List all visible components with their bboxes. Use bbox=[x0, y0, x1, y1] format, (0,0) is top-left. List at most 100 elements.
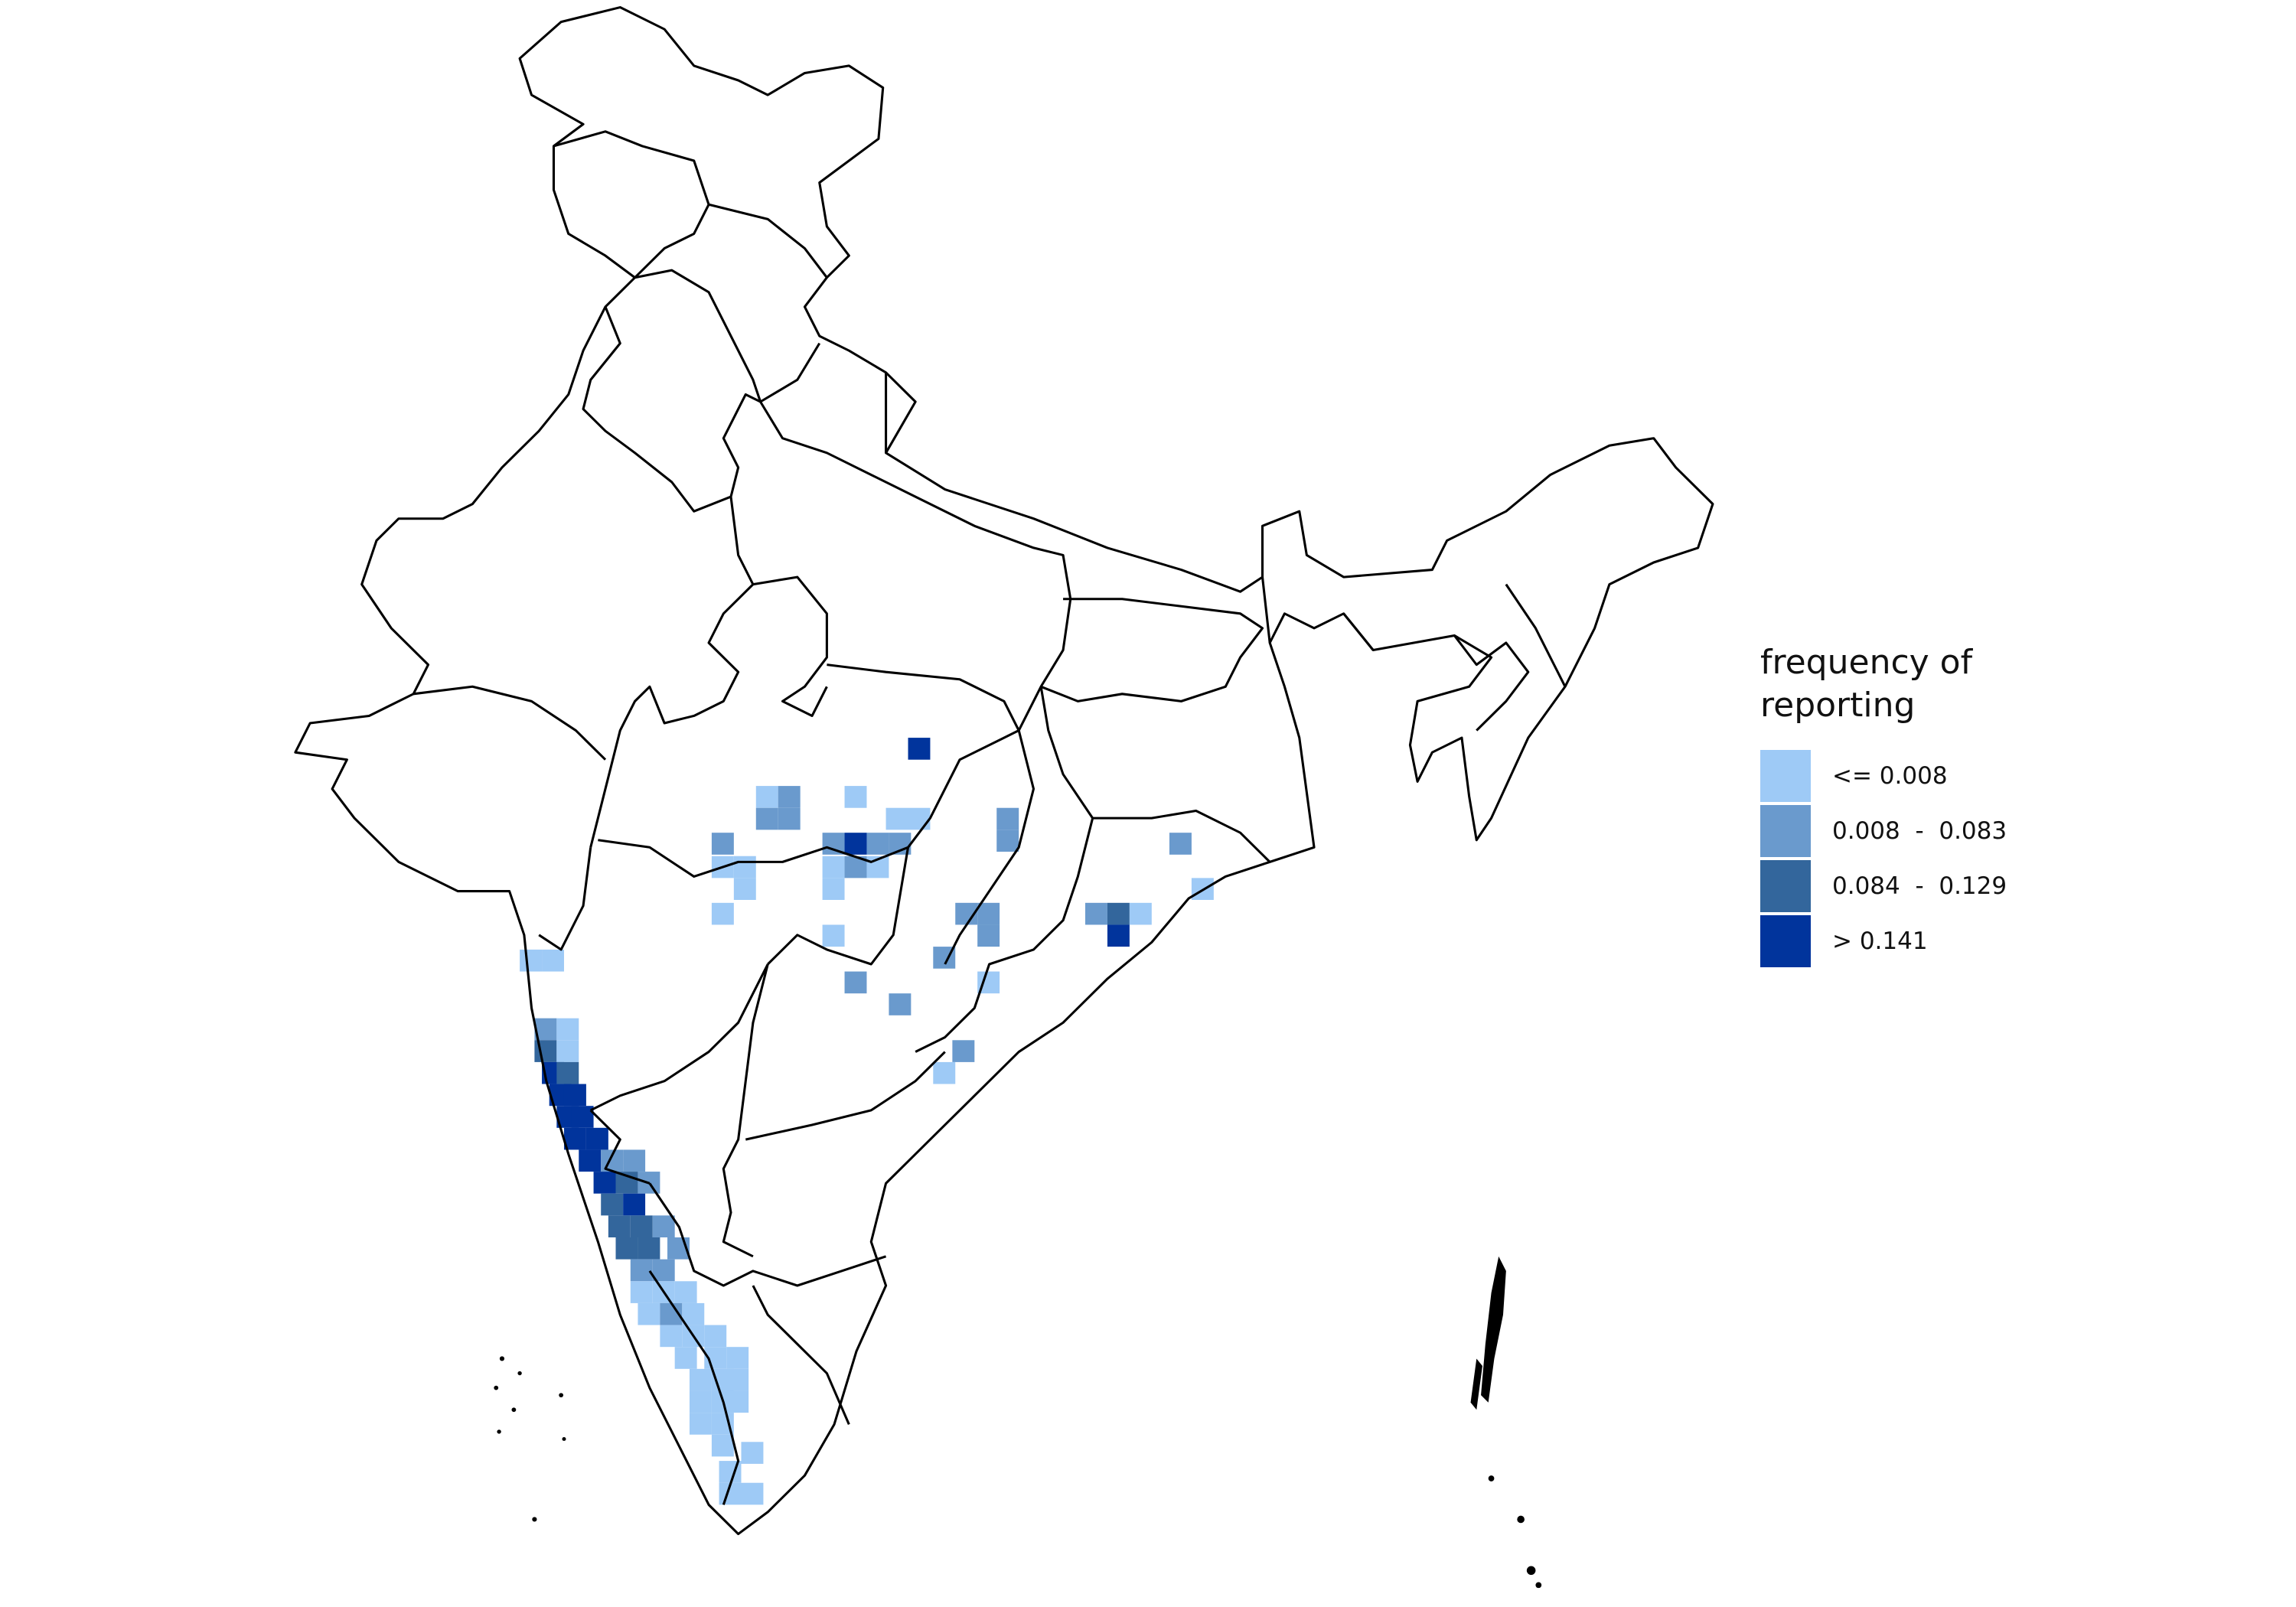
grid-cell bbox=[682, 1302, 705, 1325]
grid-cell bbox=[689, 1368, 712, 1391]
grid-cell bbox=[711, 1434, 734, 1457]
state-line bbox=[915, 817, 1094, 1053]
state-line bbox=[589, 1109, 651, 1185]
state-line bbox=[722, 963, 769, 1258]
legend-title-line2: reporting bbox=[1760, 686, 1916, 725]
grid-cell bbox=[885, 807, 908, 830]
grid-cell bbox=[889, 993, 912, 1015]
legend-label: > 0.141 bbox=[1832, 927, 1928, 955]
grid-cell bbox=[638, 1237, 660, 1260]
legend-item: 0.008 - 0.083 bbox=[1760, 804, 2007, 859]
grid-cell bbox=[652, 1259, 675, 1282]
grid-cell bbox=[638, 1302, 660, 1325]
grid-cell bbox=[755, 807, 778, 830]
state-line bbox=[538, 847, 592, 951]
grid-cell bbox=[844, 971, 867, 994]
grid-cell bbox=[1129, 902, 1152, 925]
grid-cell bbox=[933, 1061, 956, 1084]
grid-cell bbox=[996, 807, 1019, 830]
state-boundaries bbox=[294, 6, 1714, 1536]
state-line bbox=[944, 730, 1035, 965]
legend-title-line1: frequency of bbox=[1760, 643, 1973, 682]
grid-cell bbox=[563, 1084, 586, 1107]
legend-label: <= 0.008 bbox=[1832, 762, 1948, 790]
grid-cell bbox=[630, 1259, 653, 1282]
grid-cell bbox=[615, 1237, 638, 1260]
state-line bbox=[1261, 576, 1271, 644]
grid-cell bbox=[520, 949, 543, 972]
legend-swatch bbox=[1760, 805, 1811, 857]
state-line bbox=[648, 1182, 887, 1287]
grid-cell bbox=[755, 786, 778, 808]
grid-cell bbox=[996, 830, 1019, 852]
state-line bbox=[1342, 612, 1375, 651]
legend-label: 0.084 - 0.129 bbox=[1832, 872, 2007, 900]
state-line bbox=[589, 496, 755, 848]
grid-cell bbox=[844, 786, 867, 808]
grid-cell bbox=[952, 1040, 975, 1062]
grid-cell bbox=[571, 1106, 594, 1128]
grid-cell bbox=[608, 1215, 631, 1237]
grid-cell bbox=[623, 1193, 646, 1216]
legend-label: 0.008 - 0.083 bbox=[1832, 817, 2007, 845]
grid-cell bbox=[977, 924, 1000, 947]
grid-cell bbox=[593, 1172, 616, 1194]
map-legend: frequency of reporting <= 0.008 0.008 - … bbox=[1760, 641, 2082, 967]
grid-cell bbox=[601, 1193, 624, 1216]
legend-item: 0.084 - 0.129 bbox=[1760, 859, 2007, 914]
grid-cell bbox=[674, 1281, 697, 1303]
grid-cell bbox=[1107, 902, 1130, 925]
grid-cell bbox=[556, 1061, 579, 1084]
grid-cell bbox=[689, 1413, 712, 1435]
state-line bbox=[648, 1270, 740, 1505]
grid-cell bbox=[585, 1127, 608, 1150]
grid-cell bbox=[726, 1347, 749, 1369]
grid-cell bbox=[704, 1325, 727, 1348]
state-line bbox=[827, 663, 1020, 732]
grid-cell bbox=[844, 833, 867, 855]
state-line bbox=[759, 342, 821, 403]
state-line bbox=[759, 401, 1072, 732]
grid-cell bbox=[1085, 902, 1107, 925]
grid-cell bbox=[689, 1390, 712, 1413]
grid-cell bbox=[630, 1215, 653, 1237]
grid-cell bbox=[977, 902, 1000, 925]
grid-cell bbox=[1169, 833, 1192, 855]
state-line bbox=[1505, 583, 1567, 687]
grid-cell bbox=[542, 949, 564, 972]
grid-cell bbox=[726, 1390, 749, 1413]
grid-cell bbox=[726, 1368, 749, 1391]
islands bbox=[494, 1256, 1542, 1589]
grid-cell bbox=[866, 833, 889, 855]
grid-cell bbox=[660, 1325, 683, 1348]
state-line bbox=[1040, 598, 1264, 702]
reporting-grid-cells bbox=[520, 738, 1214, 1505]
state-line bbox=[1039, 686, 1271, 863]
state-line bbox=[752, 1285, 850, 1425]
grid-cell bbox=[741, 1442, 764, 1464]
grid-cell bbox=[630, 1281, 653, 1303]
grid-cell bbox=[908, 738, 931, 760]
legend-swatch bbox=[1760, 750, 1811, 802]
state-line bbox=[598, 729, 1019, 878]
state-line bbox=[752, 575, 828, 717]
grid-cell bbox=[822, 924, 845, 947]
state-line bbox=[745, 1051, 946, 1141]
grid-cell bbox=[733, 878, 756, 900]
state-line bbox=[1453, 634, 1530, 732]
grid-cell bbox=[556, 1018, 579, 1041]
legend-item: <= 0.008 bbox=[1760, 748, 1948, 804]
grid-cell bbox=[822, 856, 845, 878]
state-line bbox=[634, 269, 762, 403]
grid-cell bbox=[711, 902, 734, 925]
state-line bbox=[708, 203, 828, 279]
grid-cell bbox=[711, 833, 734, 855]
state-line bbox=[553, 130, 710, 279]
state-line bbox=[413, 685, 607, 761]
grid-cell bbox=[652, 1215, 675, 1237]
legend-item: > 0.141 bbox=[1760, 914, 1928, 969]
grid-cell bbox=[733, 856, 756, 878]
grid-cell bbox=[822, 878, 845, 900]
grid-cell bbox=[563, 1127, 586, 1150]
